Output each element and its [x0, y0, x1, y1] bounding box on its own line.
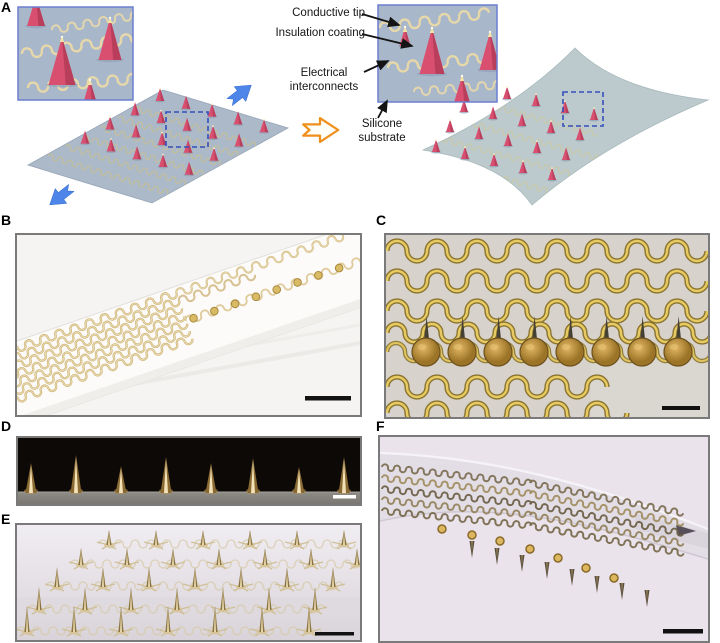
- panel-label-c: C: [376, 212, 387, 228]
- annotation-electrical-interconnects: Electrical interconnects: [289, 67, 359, 93]
- scale-bar: [315, 632, 354, 636]
- panel-f-micrograph: [380, 437, 708, 641]
- panel-b-micrograph: [17, 235, 360, 415]
- panel-label-b: B: [1, 212, 12, 228]
- panel-d-photo: [16, 436, 362, 506]
- panel-e-micrograph: [17, 525, 360, 640]
- highlight-box: [165, 111, 209, 148]
- panel-b-photo: [15, 233, 362, 417]
- annotation-insulation-coating: Insulation coating: [275, 27, 365, 39]
- annotation-conductive-tip: Conductive tip: [292, 7, 365, 19]
- annotation-arrow: [377, 99, 388, 119]
- panel-label-f: F: [376, 418, 385, 434]
- panel-c-micrograph: [386, 235, 708, 417]
- panel-d-micrograph: [18, 438, 360, 504]
- panel-label-e: E: [1, 511, 11, 527]
- panel-label-d: D: [1, 418, 12, 434]
- panel-e-photo: [15, 523, 362, 642]
- scale-bar: [663, 629, 703, 634]
- annotation-arrow: [361, 33, 414, 49]
- process-arrow-icon: [302, 116, 340, 144]
- highlight-box: [562, 91, 604, 127]
- scale-bar: [333, 495, 356, 499]
- inset-zoom-view: [18, 7, 133, 100]
- annotation-arrow: [363, 60, 390, 73]
- panel-a-schematic: [17, 4, 710, 206]
- inset-zoom-view: [378, 5, 497, 102]
- panel-label-a: A: [1, 0, 12, 15]
- stretch-arrow-icon: [226, 84, 252, 106]
- panel-f-photo: [378, 435, 710, 643]
- stretch-arrow-icon: [49, 184, 75, 206]
- annotation-arrow: [361, 13, 401, 28]
- annotation-silicone-substrate: Silicone substrate: [358, 118, 406, 144]
- scale-bar: [662, 406, 700, 410]
- scale-bar: [305, 396, 351, 401]
- panel-c-photo: [384, 233, 710, 419]
